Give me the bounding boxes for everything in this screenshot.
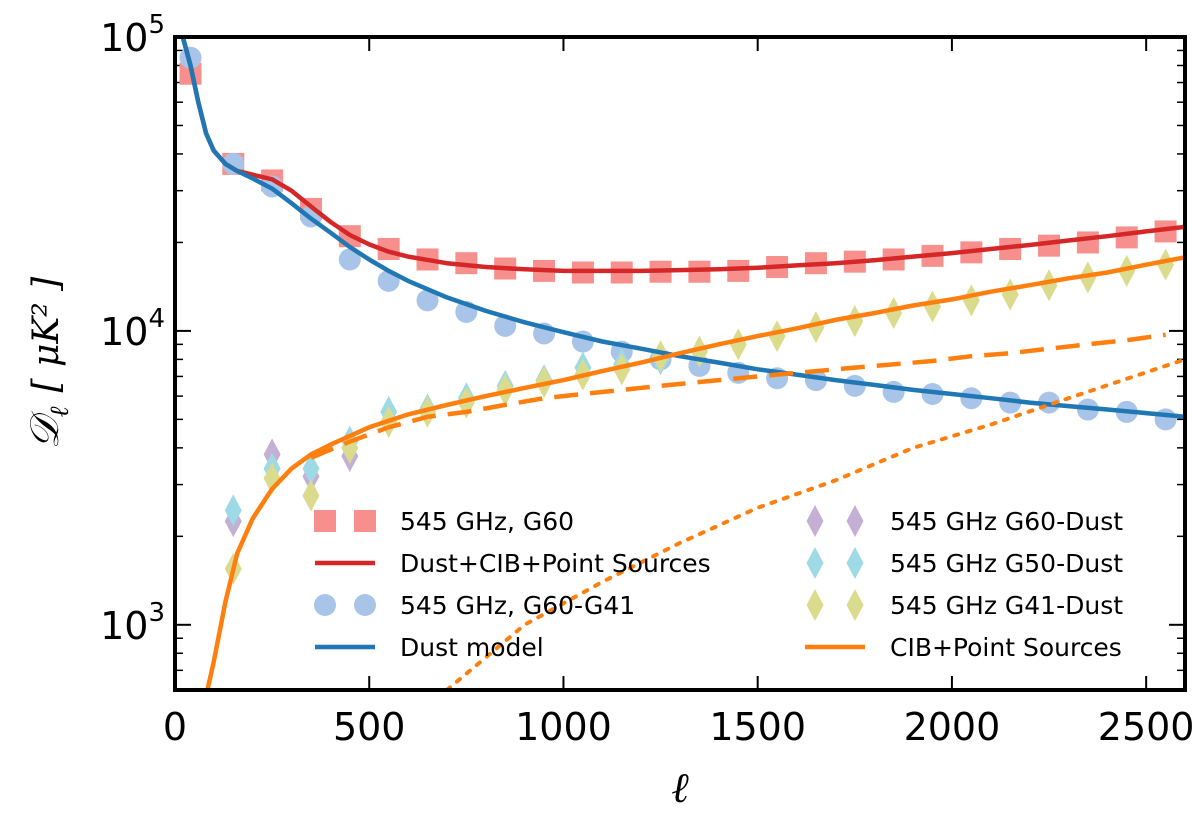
- x-tick-label: 0: [163, 705, 187, 749]
- legend-entry-s545-g41-dust: 545 GHz G41-Dust: [806, 589, 1123, 621]
- x-tick-label: 1000: [515, 705, 612, 749]
- legend-label: 545 GHz, G60: [400, 507, 574, 536]
- tick-labels: 0 500 1000 1500 2000 2500 103 104 105: [100, 10, 1194, 749]
- legend-entry-cib-ps: CIB+Point Sources: [805, 633, 1122, 662]
- legend-label: 545 GHz G60-Dust: [890, 507, 1123, 536]
- legend-marker-s545-g50-dust: [846, 547, 864, 579]
- series-line-ps-dotted: [444, 357, 1185, 690]
- svg-text:𝒟ℓ[ μK² ]: 𝒟ℓ[ μK² ]: [22, 276, 75, 449]
- data-point-s545-g60-g41: [843, 374, 866, 397]
- y-axis-label: 𝒟ℓ[ μK² ]: [22, 276, 75, 449]
- legend-label: Dust+CIB+Point Sources: [400, 549, 711, 578]
- x-tick-label: 1500: [709, 705, 806, 749]
- data-point-s545-g60: [1115, 226, 1138, 249]
- data-point-s545-g50-dust: [302, 452, 320, 485]
- legend-label: 545 GHz G41-Dust: [890, 591, 1123, 620]
- data-point-s545-g41-dust: [302, 479, 320, 512]
- y-tick-label: 104: [100, 304, 165, 354]
- data-point-s545-g60: [727, 259, 750, 282]
- legend-label: CIB+Point Sources: [890, 633, 1122, 662]
- data-point-s545-g60: [1154, 220, 1177, 243]
- legend-entry-s545-g50-dust: 545 GHz G50-Dust: [806, 547, 1123, 579]
- data-point-s545-g41-dust: [1040, 269, 1058, 302]
- y-axis-subscript: ℓ: [45, 406, 75, 417]
- legend-marker-s545-g60: [354, 510, 376, 532]
- data-point-s545-g50-dust: [224, 494, 242, 527]
- data-point-s545-g60-g41: [338, 248, 361, 271]
- legend-marker-s545-g60-dust: [806, 505, 824, 537]
- legend-entry-s545-g60-g41: 545 GHz, G60-G41: [314, 591, 635, 620]
- data-point-s545-g41-dust: [1001, 278, 1019, 311]
- legend-label: 545 GHz G50-Dust: [890, 549, 1123, 578]
- legend-label: Dust model: [400, 633, 544, 662]
- data-series: [179, 37, 1185, 690]
- data-point-s545-g41-dust: [613, 353, 631, 386]
- legend-marker-s545-g60: [314, 510, 336, 532]
- legend-label: 545 GHz, G60-G41: [400, 591, 635, 620]
- data-point-s545-g41-dust: [924, 290, 941, 323]
- legend-marker-s545-g41-dust: [806, 589, 824, 621]
- data-point-s545-g60: [1076, 231, 1099, 254]
- legend-marker-s545-g60-g41: [314, 594, 336, 616]
- series-line-dust-model: [180, 37, 1185, 420]
- x-axis-label: ℓ: [671, 763, 689, 812]
- data-point-s545-g60-g41: [416, 289, 439, 312]
- data-point-s545-g41-dust: [1157, 248, 1175, 281]
- x-tick-label: 2000: [904, 705, 1001, 749]
- data-point-s545-g41-dust: [768, 320, 786, 353]
- y-tick-label: 103: [100, 598, 165, 648]
- legend-entry-s545-g60: 545 GHz, G60: [314, 507, 574, 536]
- y-axis-units: [ μK² ]: [26, 276, 67, 393]
- x-tick-label: 2500: [1098, 705, 1195, 749]
- legend-marker-s545-g60-g41: [354, 594, 376, 616]
- legend-entry-s545-g60-dust: 545 GHz G60-Dust: [806, 505, 1123, 537]
- legend-marker-s545-g50-dust: [806, 547, 824, 579]
- series-line-cib-dashed: [310, 332, 1166, 460]
- data-point-s545-g41-dust: [729, 328, 747, 361]
- data-point-s545-g60-g41: [1154, 408, 1177, 431]
- y-tick-label: 105: [100, 10, 165, 60]
- legend-entry-dust-model: Dust model: [315, 633, 544, 662]
- plot-frame: [173, 35, 1187, 692]
- data-point-s545-g41-dust: [885, 297, 903, 330]
- legend: 545 GHz, G60 Dust+CIB+Point Sources 545 GH…: [314, 505, 1123, 662]
- x-tick-label: 500: [333, 705, 406, 749]
- legend-marker-s545-g60-dust: [846, 505, 864, 537]
- data-point-s545-g41-dust: [962, 284, 980, 317]
- legend-entry-dust-cib-ps: Dust+CIB+Point Sources: [315, 549, 711, 578]
- data-point-s545-g41-dust: [846, 305, 864, 338]
- legend-marker-s545-g41-dust: [846, 589, 864, 621]
- series-line-cib-ps: [205, 255, 1185, 690]
- data-point-s545-g41-dust: [1118, 254, 1136, 287]
- data-point-s545-g41-dust: [807, 311, 825, 344]
